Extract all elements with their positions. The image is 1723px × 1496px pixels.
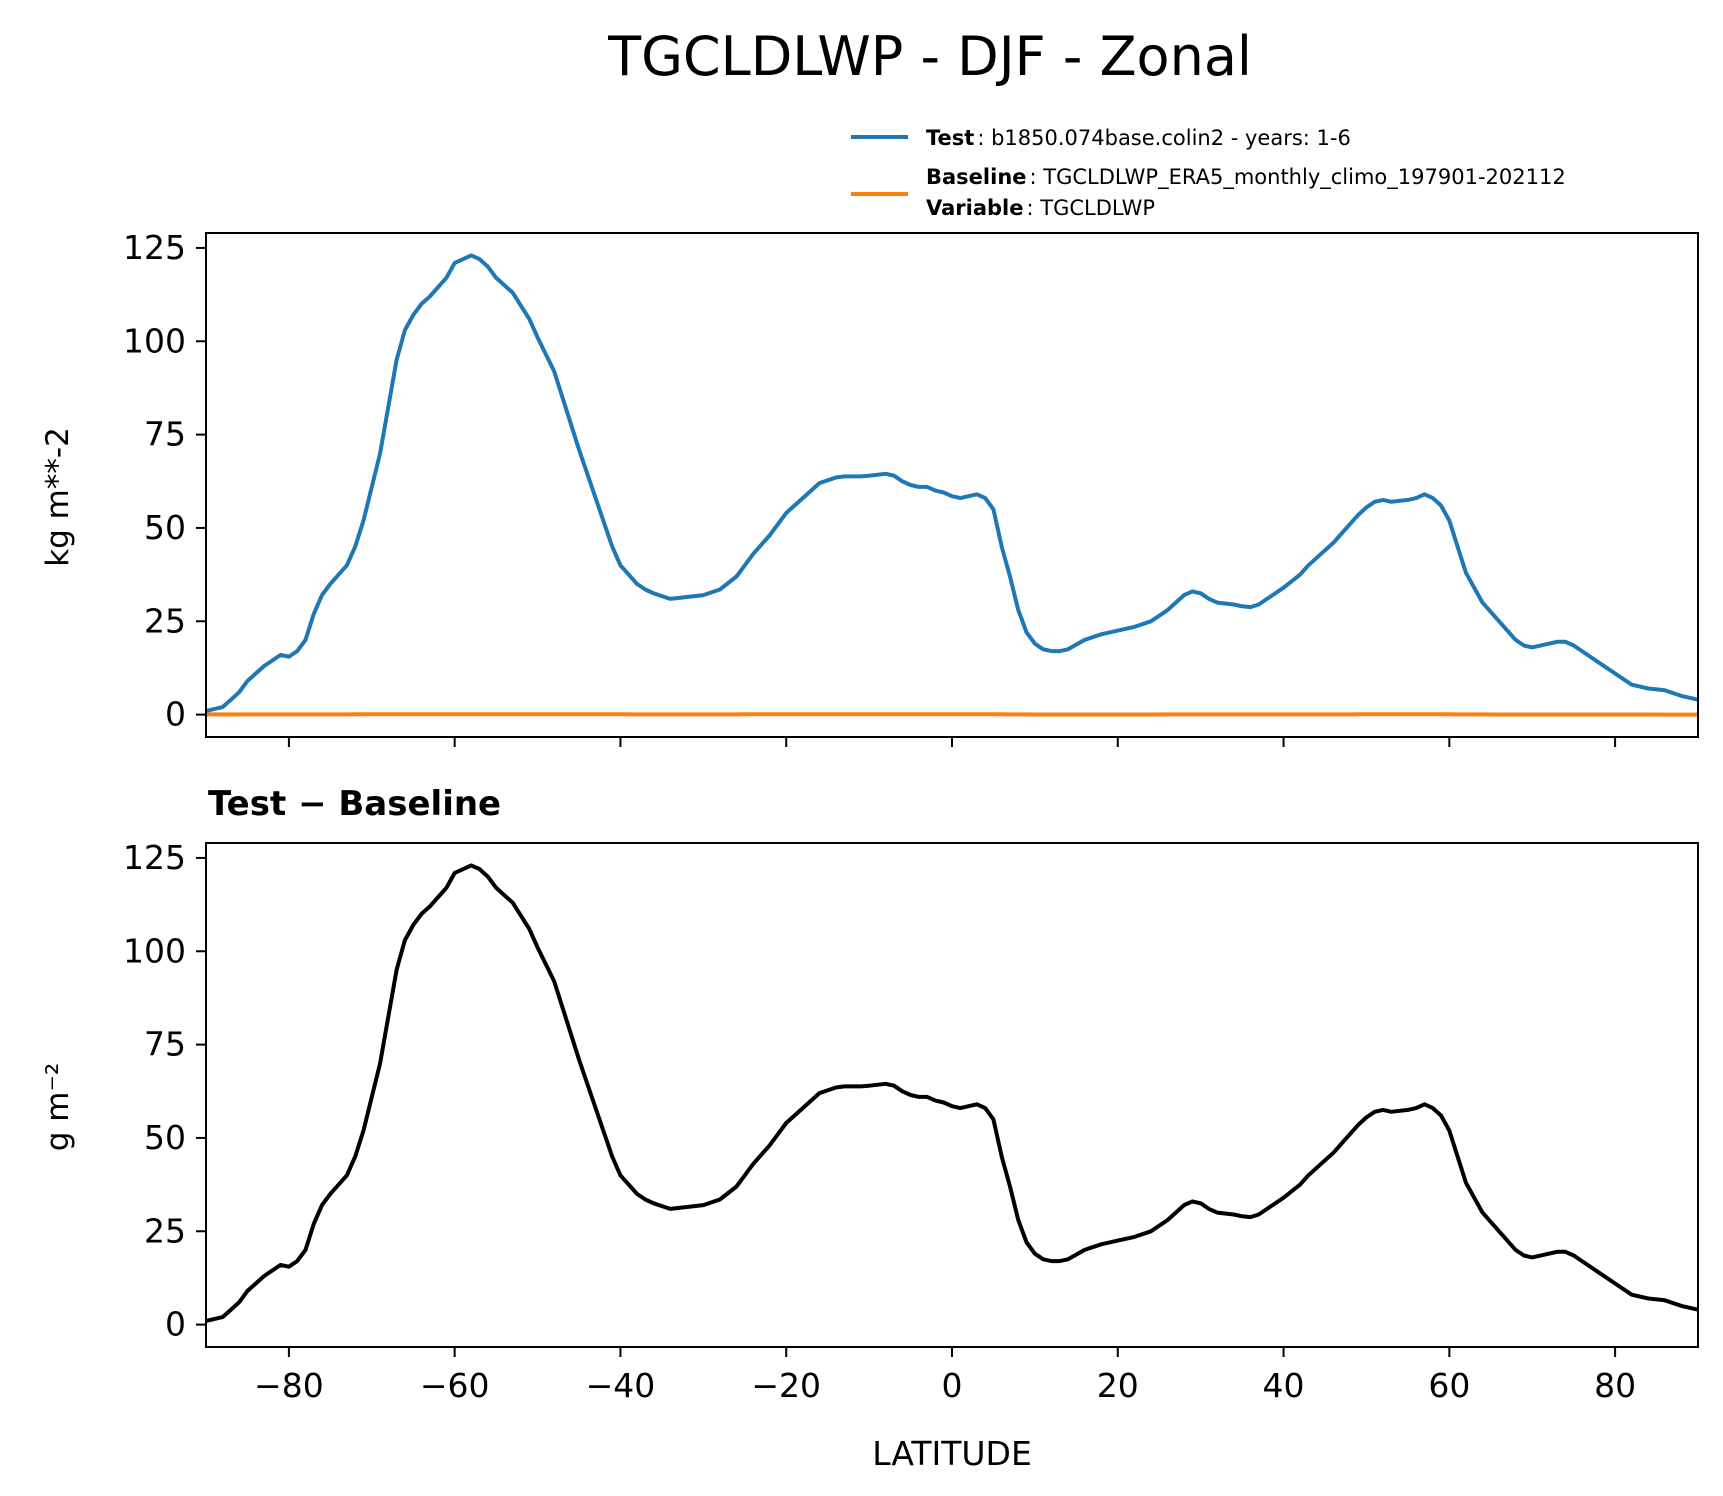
top-plot-frame bbox=[205, 232, 1699, 738]
top-y-tick-label: 100 bbox=[123, 321, 186, 360]
figure-title: TGCLDLWP - DJF - Zonal bbox=[607, 25, 1252, 88]
bottom-y-tick-label: 50 bbox=[144, 1118, 186, 1157]
bottom-y-tick-label: 75 bbox=[144, 1025, 186, 1064]
top-y-tick-label: 50 bbox=[144, 508, 186, 547]
legend-test-key: Test bbox=[926, 126, 974, 150]
top-y-axis-label: kg m**-2 bbox=[40, 427, 76, 567]
bottom-series-layer bbox=[205, 863, 1699, 1323]
top-y-tick-label: 75 bbox=[144, 415, 186, 454]
bottom-y-tick-label: 0 bbox=[165, 1305, 186, 1344]
test-series-line bbox=[205, 253, 1699, 713]
bottom-x-tick-label: −60 bbox=[420, 1366, 490, 1405]
x-axis-label: LATITUDE bbox=[872, 1434, 1032, 1473]
bottom-panel: Test − Baseline g m⁻² −80 −60 −40 −20 0 20 40 6… bbox=[40, 784, 1699, 1473]
top-ticks-layer: 0 25 50 75 100 125 bbox=[123, 228, 1617, 747]
top-series-layer bbox=[205, 253, 1699, 717]
bottom-plot-frame bbox=[205, 842, 1699, 1348]
svg-text:Baseline: TGCLDLWP_ERA5_monthl: Baseline: TGCLDLWP_ERA5_monthly_climo_19… bbox=[926, 165, 1566, 190]
top-y-tick-label: 0 bbox=[165, 695, 186, 734]
bottom-x-tick-label: −80 bbox=[254, 1366, 324, 1405]
bottom-y-tick-label: 125 bbox=[123, 838, 186, 877]
bottom-x-tick-label: 20 bbox=[1097, 1366, 1139, 1405]
legend-variable-key: Variable bbox=[926, 196, 1023, 220]
bottom-x-tick-label: 0 bbox=[942, 1366, 963, 1405]
svg-text:Variable: TGCLDLWP: Variable: TGCLDLWP bbox=[926, 196, 1155, 220]
difference-series-line bbox=[205, 863, 1699, 1323]
bottom-y-tick-label: 100 bbox=[123, 931, 186, 970]
bottom-x-tick-label: 80 bbox=[1594, 1366, 1636, 1405]
bottom-y-axis-label: g m⁻² bbox=[40, 1063, 76, 1152]
bottom-x-tick-label: 60 bbox=[1428, 1366, 1470, 1405]
top-y-tick-label: 25 bbox=[144, 601, 186, 640]
bottom-x-tick-label: 40 bbox=[1263, 1366, 1305, 1405]
top-panel: kg m**-2 0 25 50 75 100 125 bbox=[40, 228, 1699, 747]
svg-text:Test: b1850.074base.colin2 - y: Test: b1850.074base.colin2 - years: 1-6 bbox=[926, 126, 1351, 150]
legend-test-value: : b1850.074base.colin2 - years: 1-6 bbox=[977, 126, 1351, 150]
legend-baseline-value: : TGCLDLWP_ERA5_monthly_climo_197901-202… bbox=[1030, 165, 1566, 190]
top-y-tick-label: 125 bbox=[123, 228, 186, 267]
bottom-ticks-layer: −80 −60 −40 −20 0 20 40 60 80 0 25 50 75 100 125 bbox=[123, 838, 1636, 1405]
difference-panel-title: Test − Baseline bbox=[208, 784, 501, 824]
bottom-y-tick-label: 25 bbox=[144, 1211, 186, 1250]
legend: Test: b1850.074base.colin2 - years: 1-6 … bbox=[851, 126, 1566, 220]
bottom-x-tick-label: −20 bbox=[751, 1366, 821, 1405]
bottom-x-tick-label: −40 bbox=[586, 1366, 656, 1405]
legend-variable-value: : TGCLDLWP bbox=[1026, 196, 1155, 220]
legend-baseline-key: Baseline bbox=[926, 165, 1027, 189]
